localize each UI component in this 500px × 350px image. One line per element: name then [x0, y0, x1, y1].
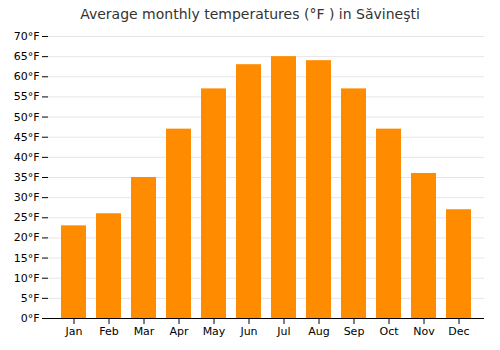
svg-text:Nov: Nov	[413, 325, 435, 338]
svg-text:40°F: 40°F	[14, 151, 40, 164]
svg-text:10°F: 10°F	[14, 272, 40, 285]
svg-text:60°F: 60°F	[14, 70, 40, 83]
svg-text:50°F: 50°F	[14, 111, 40, 124]
svg-text:Jun: Jun	[239, 325, 257, 338]
svg-text:35°F: 35°F	[14, 171, 40, 184]
svg-text:65°F: 65°F	[14, 50, 40, 63]
svg-text:25°F: 25°F	[14, 211, 40, 224]
svg-text:0°F: 0°F	[21, 312, 40, 325]
svg-text:Oct: Oct	[379, 325, 399, 338]
svg-text:55°F: 55°F	[14, 90, 40, 103]
svg-text:15°F: 15°F	[14, 252, 40, 265]
svg-text:Apr: Apr	[169, 325, 189, 338]
svg-text:Mar: Mar	[134, 325, 155, 338]
svg-text:Aug: Aug	[308, 325, 329, 338]
svg-text:45°F: 45°F	[14, 131, 40, 144]
svg-text:Sep: Sep	[344, 325, 365, 338]
svg-text:May: May	[203, 325, 226, 338]
svg-text:Dec: Dec	[448, 325, 469, 338]
svg-text:20°F: 20°F	[14, 231, 40, 244]
svg-text:5°F: 5°F	[21, 292, 40, 305]
html-text:Average monthly temperatures (: Average monthly temperatures (°F ) in Să…	[80, 6, 420, 22]
svg-text:70°F: 70°F	[14, 30, 40, 43]
svg-text:Feb: Feb	[99, 325, 118, 338]
svg-text:Jan: Jan	[65, 325, 83, 338]
svg-text:30°F: 30°F	[14, 191, 40, 204]
svg-text:Jul: Jul	[276, 325, 290, 338]
